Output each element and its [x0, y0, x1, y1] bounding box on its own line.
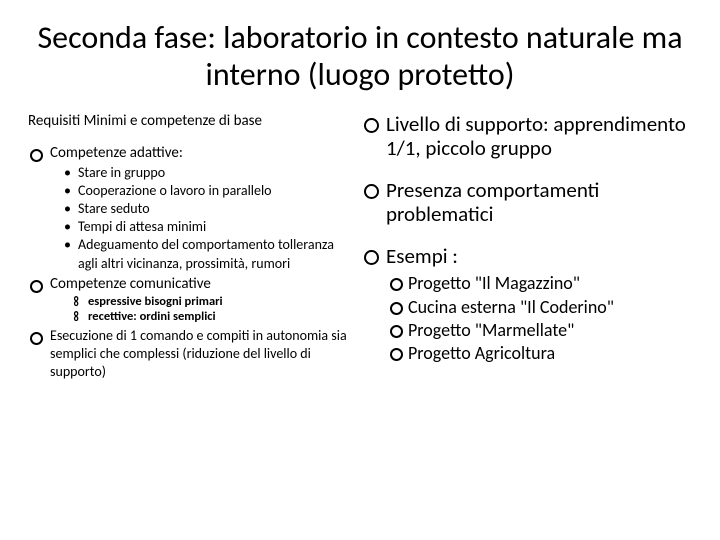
competenze-adattive-item: Competenze adattive: Stare in gruppo Coo…	[28, 144, 356, 273]
item-label: Competenze adattive:	[50, 144, 183, 162]
competenze-comunicative-item: Competenze comunicative espressive bisog…	[28, 275, 356, 325]
item-label: Competenze comunicative	[50, 275, 211, 293]
left-column: Requisiti Minimi e competenze di base Co…	[28, 112, 356, 384]
sub-item: Stare seduto	[50, 200, 356, 218]
inf-item: espressive bisogni primari	[50, 294, 356, 310]
right-main-list: Livello di supporto: apprendimento 1/1, …	[364, 112, 692, 366]
sub-item: Adeguamento del comportamento tolleranza…	[50, 236, 356, 272]
sub-item: Tempi di attesa minimi	[50, 218, 356, 236]
content-columns: Requisiti Minimi e competenze di base Co…	[28, 112, 692, 384]
esempi-sublist: Progetto "Il Magazzino" Cucina esterna "…	[386, 272, 692, 366]
presenza-comportamenti-item: Presenza comportamenti problematici	[364, 178, 692, 226]
esempio-item: Progetto Agricoltura	[386, 342, 692, 365]
right-column: Livello di supporto: apprendimento 1/1, …	[364, 112, 692, 384]
adattive-sublist: Stare in gruppo Cooperazione o lavoro in…	[50, 164, 356, 273]
esempio-item: Cucina esterna "Il Coderino"	[386, 296, 692, 319]
esecuzione-item: Esecuzione di 1 comando e compiti in aut…	[28, 327, 356, 381]
item-label: Esecuzione di 1 comando e compiti in aut…	[50, 327, 347, 380]
esempi-label: Esempi :	[386, 243, 458, 269]
sub-item: Cooperazione o lavoro in parallelo	[50, 182, 356, 200]
esempio-item: Progetto "Il Magazzino"	[386, 272, 692, 295]
livello-supporto-item: Livello di supporto: apprendimento 1/1, …	[364, 112, 692, 160]
comunicative-sublist: espressive bisogni primari recettive: or…	[50, 294, 356, 325]
slide-title: Seconda fase: laboratorio in contesto na…	[28, 20, 692, 94]
sub-item: Stare in gruppo	[50, 164, 356, 182]
left-subtitle: Requisiti Minimi e competenze di base	[28, 112, 356, 130]
left-main-list: Competenze adattive: Stare in gruppo Coo…	[28, 144, 356, 381]
esempi-item: Esempi : Progetto "Il Magazzino" Cucina …	[364, 244, 692, 366]
esempio-item: Progetto "Marmellate"	[386, 319, 692, 342]
inf-item: recettive: ordini semplici	[50, 309, 356, 325]
